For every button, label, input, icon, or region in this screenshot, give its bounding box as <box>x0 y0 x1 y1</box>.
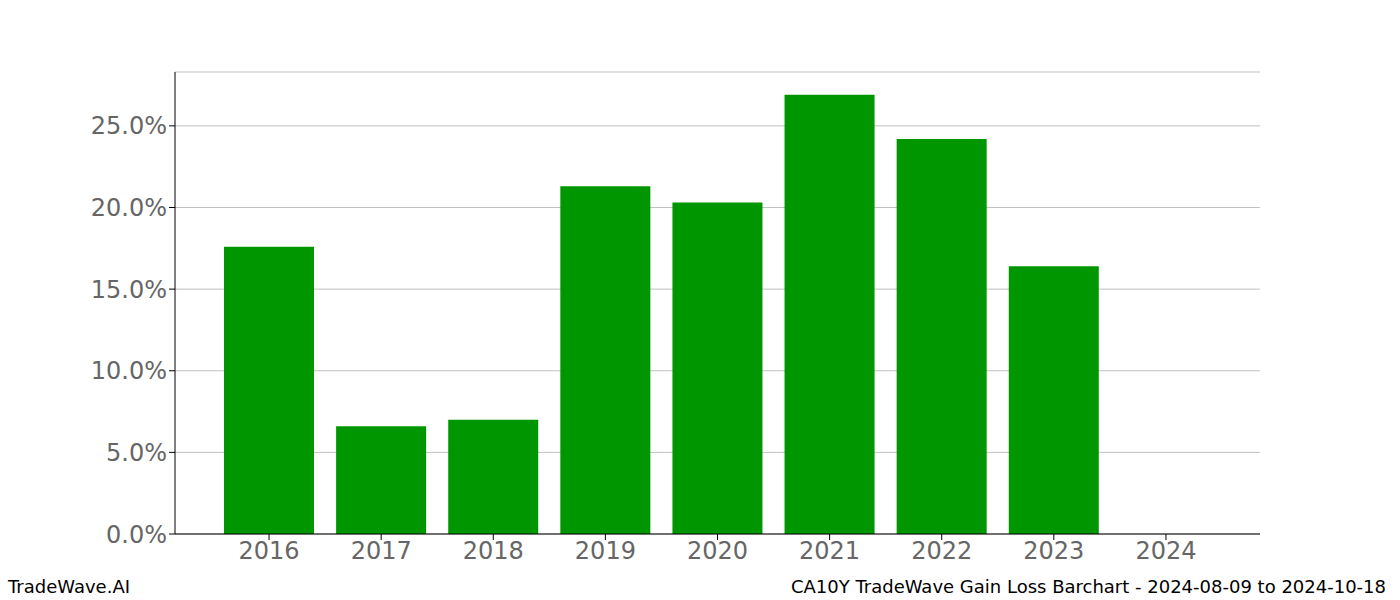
svg-text:2023: 2023 <box>1023 537 1084 565</box>
svg-text:10.0%: 10.0% <box>91 357 167 385</box>
svg-text:2019: 2019 <box>575 537 636 565</box>
svg-text:2021: 2021 <box>799 537 860 565</box>
svg-text:2022: 2022 <box>911 537 972 565</box>
svg-text:2016: 2016 <box>239 537 300 565</box>
svg-text:2017: 2017 <box>351 537 412 565</box>
html-text:TradeWave.AI: TradeWave.AI <box>8 576 130 597</box>
svg-text:2020: 2020 <box>687 537 748 565</box>
html-text:CA10Y TradeWave Gain Loss Barc: CA10Y TradeWave Gain Loss Barchart - 202… <box>790 576 1386 597</box>
svg-text:0.0%: 0.0% <box>106 521 167 549</box>
svg-text:25.0%: 25.0% <box>91 112 167 140</box>
svg-text:20.0%: 20.0% <box>91 194 167 222</box>
svg-text:5.0%: 5.0% <box>106 439 167 467</box>
svg-text:15.0%: 15.0% <box>91 276 167 304</box>
svg-text:2018: 2018 <box>463 537 524 565</box>
svg-text:2024: 2024 <box>1135 537 1196 565</box>
